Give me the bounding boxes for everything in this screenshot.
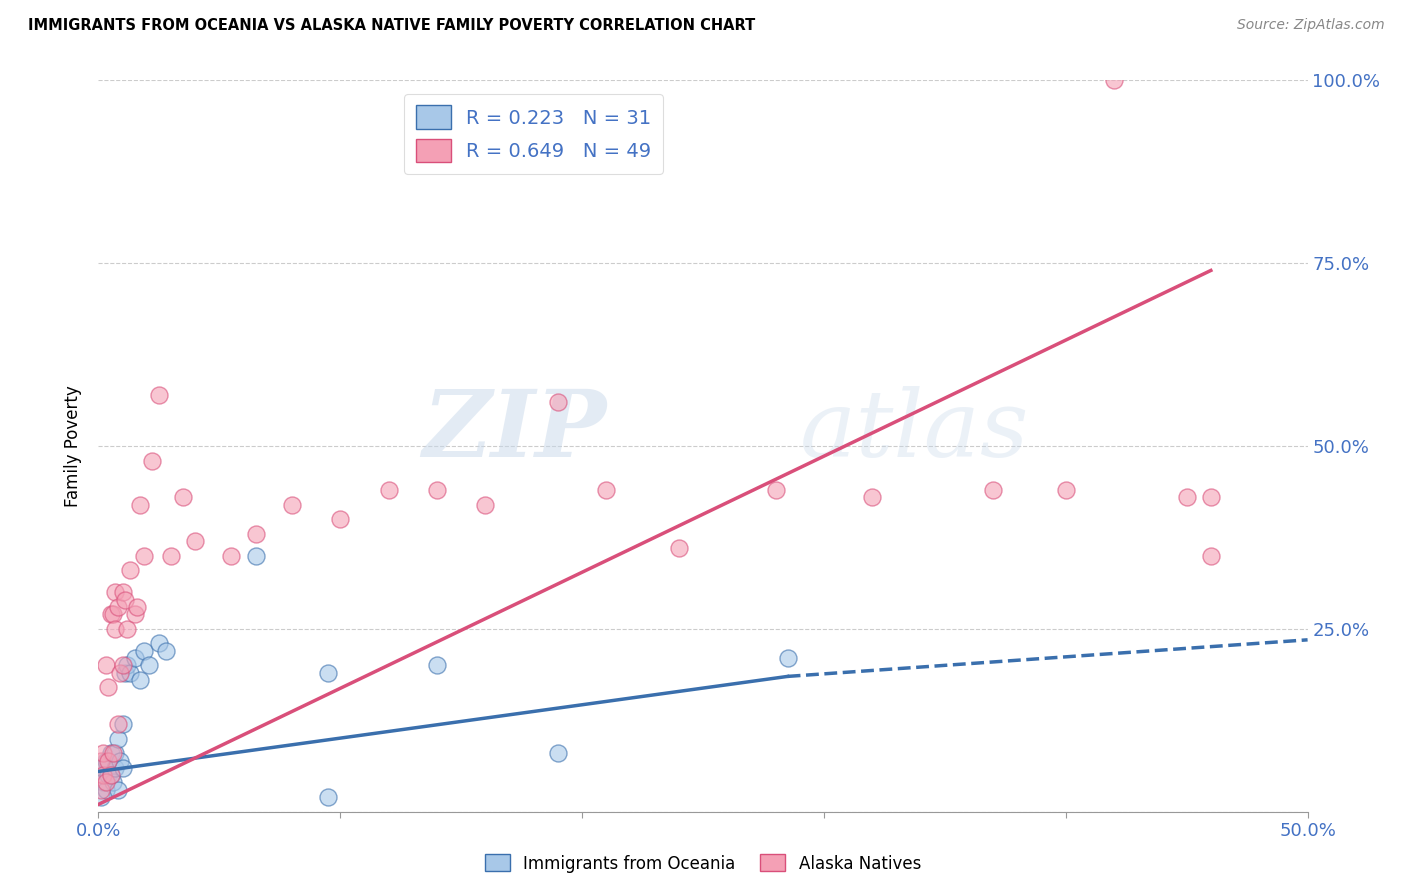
Point bbox=[1199, 490, 1222, 504]
Point bbox=[108, 754, 131, 768]
Text: ZIP: ZIP bbox=[422, 386, 606, 476]
Point bbox=[100, 768, 122, 782]
Point bbox=[160, 549, 183, 563]
Point bbox=[97, 681, 120, 695]
Point bbox=[114, 592, 136, 607]
Point bbox=[172, 490, 194, 504]
Point bbox=[94, 782, 117, 797]
Point bbox=[111, 717, 134, 731]
Point bbox=[245, 526, 267, 541]
Point bbox=[148, 636, 170, 650]
Point bbox=[104, 622, 127, 636]
Legend: R = 0.223   N = 31, R = 0.649   N = 49: R = 0.223 N = 31, R = 0.649 N = 49 bbox=[404, 94, 664, 174]
Text: IMMIGRANTS FROM OCEANIA VS ALASKA NATIVE FAMILY POVERTY CORRELATION CHART: IMMIGRANTS FROM OCEANIA VS ALASKA NATIVE… bbox=[28, 18, 755, 33]
Point bbox=[104, 761, 127, 775]
Point bbox=[101, 775, 124, 789]
Point bbox=[100, 607, 122, 622]
Point bbox=[104, 746, 127, 760]
Point bbox=[107, 717, 129, 731]
Y-axis label: Family Poverty: Family Poverty bbox=[65, 385, 83, 507]
Point bbox=[97, 754, 120, 768]
Point bbox=[111, 585, 134, 599]
Point bbox=[668, 541, 690, 556]
Point bbox=[547, 746, 569, 760]
Point bbox=[134, 549, 156, 563]
Point bbox=[94, 775, 117, 789]
Point bbox=[316, 790, 339, 805]
Point bbox=[776, 651, 799, 665]
Point bbox=[111, 658, 134, 673]
Point bbox=[97, 768, 120, 782]
Point bbox=[124, 607, 146, 622]
Text: atlas: atlas bbox=[800, 386, 1029, 476]
Point bbox=[118, 563, 141, 577]
Point bbox=[117, 658, 139, 673]
Point bbox=[141, 453, 163, 467]
Point bbox=[114, 665, 136, 680]
Point bbox=[138, 658, 160, 673]
Point bbox=[90, 782, 112, 797]
Point bbox=[148, 388, 170, 402]
Point bbox=[128, 673, 150, 687]
Point bbox=[245, 549, 267, 563]
Point bbox=[981, 483, 1004, 497]
Point bbox=[1054, 483, 1077, 497]
Point bbox=[474, 498, 496, 512]
Point bbox=[128, 498, 150, 512]
Point bbox=[155, 644, 177, 658]
Point bbox=[91, 768, 114, 782]
Text: Source: ZipAtlas.com: Source: ZipAtlas.com bbox=[1237, 18, 1385, 32]
Point bbox=[91, 761, 114, 775]
Point bbox=[94, 754, 117, 768]
Legend: Immigrants from Oceania, Alaska Natives: Immigrants from Oceania, Alaska Natives bbox=[478, 847, 928, 880]
Point bbox=[860, 490, 883, 504]
Point bbox=[316, 665, 339, 680]
Point bbox=[91, 746, 114, 760]
Point bbox=[107, 782, 129, 797]
Point bbox=[1199, 549, 1222, 563]
Point bbox=[94, 658, 117, 673]
Point bbox=[595, 483, 617, 497]
Point bbox=[111, 761, 134, 775]
Point bbox=[127, 599, 149, 614]
Point bbox=[765, 483, 787, 497]
Point bbox=[118, 665, 141, 680]
Point bbox=[547, 395, 569, 409]
Point bbox=[101, 746, 124, 760]
Point bbox=[426, 658, 449, 673]
Point bbox=[281, 498, 304, 512]
Point bbox=[1175, 490, 1198, 504]
Point bbox=[90, 790, 112, 805]
Point bbox=[107, 599, 129, 614]
Point bbox=[184, 534, 207, 549]
Point bbox=[117, 622, 139, 636]
Point bbox=[91, 775, 114, 789]
Point bbox=[108, 665, 131, 680]
Point bbox=[426, 483, 449, 497]
Point bbox=[329, 512, 352, 526]
Point bbox=[124, 651, 146, 665]
Point bbox=[221, 549, 243, 563]
Point bbox=[1102, 73, 1125, 87]
Point bbox=[100, 746, 122, 760]
Point bbox=[377, 483, 399, 497]
Point bbox=[90, 754, 112, 768]
Point bbox=[104, 585, 127, 599]
Point bbox=[100, 768, 122, 782]
Point bbox=[101, 607, 124, 622]
Point bbox=[107, 731, 129, 746]
Point bbox=[134, 644, 156, 658]
